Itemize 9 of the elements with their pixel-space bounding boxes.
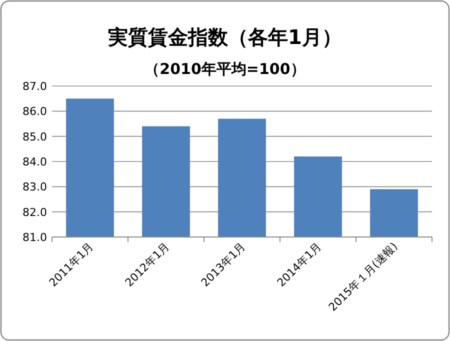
chart-title: 実質賃金指数（各年1月） <box>107 25 342 49</box>
y-tick-label: 83.0 <box>22 180 47 194</box>
y-tick-label: 85.0 <box>22 130 47 144</box>
y-tick-label: 82.0 <box>22 206 47 219</box>
y-tick-label: 86.0 <box>22 105 47 118</box>
y-tick-label: 84.0 <box>22 156 47 168</box>
chart-subtitle: （2010年平均=100） <box>144 60 306 78</box>
y-tick-label: 87.0 <box>22 80 47 93</box>
y-tick-label: 81.0 <box>22 231 47 244</box>
